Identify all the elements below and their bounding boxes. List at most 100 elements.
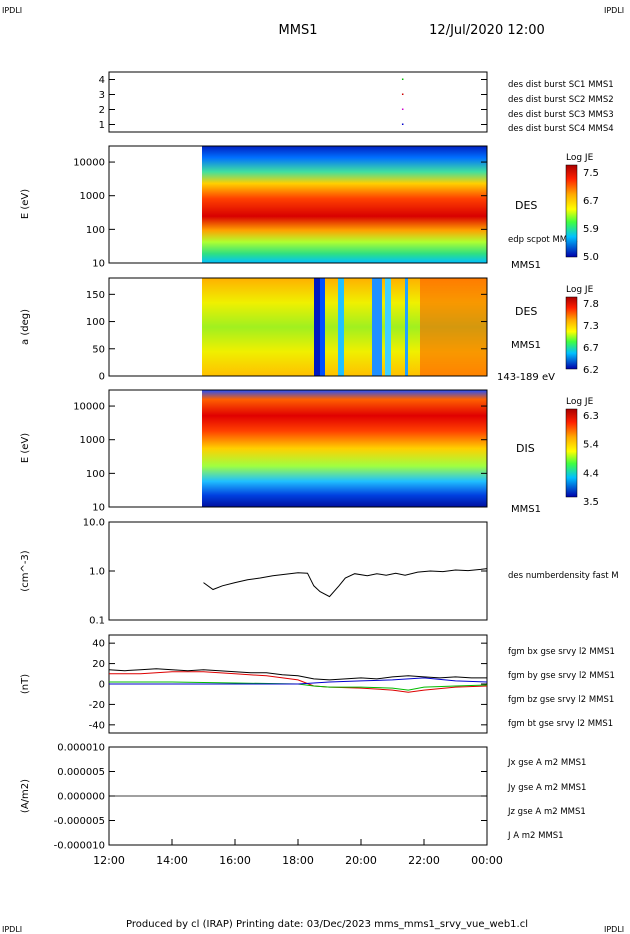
y-tick-label: 10.0 [83,518,105,529]
corner-label-bottom-left: IPDLI [2,925,22,934]
y-tick-label: 40 [92,639,105,650]
des-energy-frame [108,145,488,264]
des-energy-spectrogram [202,146,487,263]
des-energy-ylabel: E (eV) [20,189,31,219]
density-legend: des numberdensity fast M [508,571,619,581]
footer-text: Produced by cl (IRAP) Printing date: 03/… [126,919,528,930]
y-tick-label: 50 [92,344,105,355]
y-tick-label: -0.000010 [54,841,105,852]
burst-point [401,108,404,110]
des-energy-colorbar-title: Log JE [566,153,594,163]
burst-point [401,78,404,80]
pitch-stripe [338,278,344,376]
pitch-stripe [314,278,324,376]
dis-energy-colorbar: Log JE 6.3 5.4 4.4 3.5 [565,397,599,508]
dis-energy-label: DIS [516,442,535,455]
y-tick-label: 0.000005 [57,767,105,778]
burst-panel: 1 2 3 4 des dist burst SC1 MMS1 des dist bu… [99,71,614,134]
bfield-series-line [109,677,488,685]
y-tick-label: -40 [89,720,105,731]
x-tick-label: 14:00 [156,854,188,867]
burst-point [401,93,404,95]
y-tick-label: 4 [99,75,105,86]
pitch-stripe [320,278,325,376]
y-tick-label: 100 [86,225,105,236]
des-pitch-label: DES [515,305,537,318]
des-energy-label: DES [515,199,537,212]
des-pitch-colorbar-title: Log JE [566,285,594,295]
corner-label-top-right: IPDLI [604,6,624,15]
y-tick-label: 10 [92,259,105,270]
des-energy-sublabel: edp scpot MMS1 [508,235,578,245]
pitch-stripe [405,278,408,376]
bfield-legend-bx: fgm bx gse srvy l2 MMS1 [508,647,615,657]
colorbar-tick-label: 6.7 [583,343,599,354]
pitch-stripe [372,278,382,376]
x-tick-label: 00:00 [471,854,503,867]
colorbar-tick-label: 7.5 [583,168,599,179]
colorbar-tick-label: 4.4 [583,468,599,479]
colorbar-tick-label: 5.0 [583,252,599,263]
dis-energy-spectrogram [202,390,487,507]
x-tick-label: 12:00 [93,854,125,867]
y-tick-label: 3 [99,90,105,101]
des-energy-panel: 10 100 1000 10000 E (eV) DES edp scpot MMS1… [20,145,599,271]
y-tick-label: 1000 [80,191,105,202]
density-panel: 0.1 1.0 10.0 (cm^-3) des numberdensity fas… [20,518,619,627]
y-tick-label: 100 [86,469,105,480]
y-tick-label: -20 [89,700,105,711]
des-energy-colorbar-bar [565,164,578,258]
burst-legend-4: des dist burst SC4 MMS4 [508,124,614,134]
bfield-legend-by: fgm by gse srvy l2 MMS1 [508,671,615,681]
des-pitch-ylabel: a (deg) [20,309,31,345]
dis-energy-bottom-label: MMS1 [511,504,541,515]
dis-energy-colorbar-title: Log JE [566,397,594,407]
current-legend-jz: Jz gse A m2 MMS1 [507,807,586,817]
burst-legend-2: des dist burst SC2 MMS2 [508,95,614,105]
bfield-panel: -40 -20 0 20 40 (nT) fgm bx gse srvy l2 MMS1… [20,634,615,734]
bfield-ylabel: (nT) [20,674,31,694]
corner-label-top-left: IPDLI [2,6,22,15]
x-tick-label: 18:00 [282,854,314,867]
dis-energy-colorbar-bar [565,408,578,498]
des-pitch-frame [108,277,488,377]
current-legend-j: J A m2 MMS1 [507,831,564,841]
y-tick-label: -0.000005 [54,816,105,827]
y-tick-label: 1000 [80,435,105,446]
pitch-stripe [385,278,391,376]
y-tick-label: 10000 [73,402,105,413]
y-tick-label: 10000 [73,158,105,169]
colorbar-tick-label: 5.4 [583,440,599,451]
des-energy-bottom-label: MMS1 [511,260,541,271]
x-tick-label: 20:00 [345,854,377,867]
density-line [203,568,488,598]
y-tick-label: 1 [99,120,105,131]
y-tick-label: 0 [99,372,105,383]
bfield-series-line [109,681,488,691]
burst-point [401,123,404,125]
y-tick-label: 0.1 [89,616,105,627]
des-energy-colorbar: Log JE 7.5 6.7 5.9 5.0 [565,153,599,263]
current-legend-jy: Jy gse A m2 MMS1 [507,783,586,793]
dis-energy-frame [108,389,488,508]
colorbar-tick-label: 5.9 [583,224,599,235]
colorbar-tick-label: 3.5 [583,497,599,508]
y-tick-label: 1.0 [89,567,105,578]
current-legend-jx: Jx gse A m2 MMS1 [507,758,586,768]
current-panel: -0.000010 -0.000005 0.000000 0.000005 0.0000… [20,743,586,868]
des-pitch-sublabel: MMS1 [511,340,541,351]
y-tick-label: 150 [86,290,105,301]
x-tick-label: 16:00 [219,854,251,867]
colorbar-tick-label: 7.3 [583,321,599,332]
corner-label-bottom-right: IPDLI [604,925,624,934]
dis-energy-panel: 10 100 1000 10000 E (eV) DIS MMS1 Log JE 6.… [20,389,599,515]
dis-energy-ylabel: E (eV) [20,433,31,463]
des-pitch-panel: 0 50 100 150 a (deg) DES MMS1 143-189 eV Lo… [20,277,599,383]
bfield-series-line [108,668,487,681]
y-tick-label: 0 [99,680,105,691]
pitch-hot-region [420,278,487,376]
burst-legend-3: des dist burst SC3 MMS3 [508,110,614,120]
colorbar-tick-label: 7.8 [583,299,599,310]
burst-panel-frame [108,71,488,133]
